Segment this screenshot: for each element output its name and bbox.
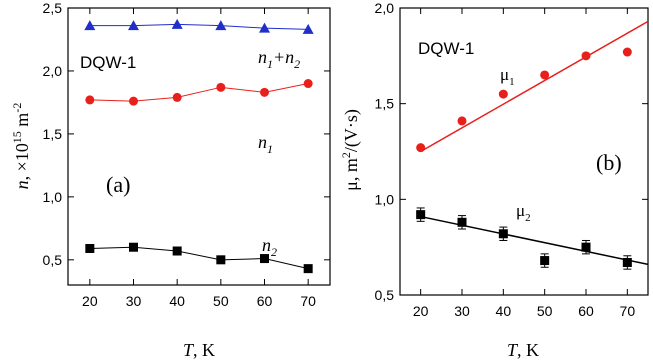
panel-b-letter: (b) <box>596 150 622 175</box>
panel-b-ytick-label-3: 2,0 <box>375 0 395 16</box>
series-label-n1-main: n <box>258 132 267 152</box>
panel-a-xtick-label-0: 20 <box>82 293 98 309</box>
panel-b-xtick-label-2: 40 <box>496 303 512 319</box>
panel-b-series-1-point-2 <box>498 229 508 239</box>
panel-b-ylabel: μ, m2/(V·s) <box>339 109 362 191</box>
panel-a-series-2-point-2 <box>172 246 182 256</box>
panel-a-xtick-label-2: 40 <box>169 293 185 309</box>
panel-a: 0,5 1,0 1,5 2,0 2,5 20 30 40 50 60 70 DQW-1 (a) n… <box>10 0 331 360</box>
series-label-mu1-main: μ <box>500 65 509 84</box>
panel-b-series-0-point-1 <box>457 116 467 126</box>
series-label-mu2-main: μ <box>516 201 525 220</box>
panel-a-ylabel: n, ×1015 m-2 <box>10 103 32 190</box>
panel-b-series-0-point-0 <box>416 143 426 153</box>
panel-a-series-2-point-5 <box>303 264 313 274</box>
panel-a-series-2-line <box>89 246 309 270</box>
panel-b-series-1-point-0 <box>416 210 426 220</box>
panel-a-x-ticks: 20 30 40 50 60 70 <box>82 8 316 309</box>
panel-b-xtick-label-3: 50 <box>537 303 553 319</box>
panel-b-series-0-point-2 <box>498 89 508 99</box>
panel-b-xtick-label-1: 30 <box>454 303 470 319</box>
series-label-mu2-sub: 2 <box>525 212 531 224</box>
panel-a-series-1-point-0 <box>85 95 95 105</box>
panel-b-series-0-point-5 <box>622 47 632 57</box>
panel-a-series-0-point-0 <box>84 20 96 31</box>
panel-b-series-1-point-5 <box>622 257 632 267</box>
panel-a-xtick-label-1: 30 <box>126 293 142 309</box>
series-label-n1: n1 <box>258 132 273 156</box>
panel-b-x-ticks: 20 30 40 50 60 70 <box>413 8 635 319</box>
panel-b-ytick-label-0: 0,5 <box>375 287 395 303</box>
series-label-n1-sub: 1 <box>267 142 273 156</box>
panel-b-series-0-fit-line <box>420 20 649 153</box>
series-label-n2-main: n <box>262 235 271 255</box>
panel-a-sample-label: DQW-1 <box>80 53 136 72</box>
panel-a-series-0-point-2 <box>171 18 183 29</box>
series-label-n1n2-plus: +n <box>273 47 294 67</box>
panel-a-series-0-line <box>89 23 309 30</box>
panel-b-frame <box>399 7 649 296</box>
panel-a-ytick-label-1: 1,0 <box>43 189 63 205</box>
panel-b-series-1-point-4 <box>581 242 591 252</box>
series-label-n2-sub: 2 <box>271 245 277 259</box>
panel-b-y-ticks: 0,5 1,0 1,5 2,0 <box>375 0 648 303</box>
panel-a-xtick-label-3: 50 <box>213 293 229 309</box>
panel-a-xlabel: T, K <box>183 340 215 360</box>
panel-a-series-1-point-4 <box>260 87 269 97</box>
panel-b-marks <box>416 20 649 270</box>
panel-a-frame <box>67 7 331 286</box>
panel-b-series-1-fit-line <box>420 215 649 266</box>
series-label-n1n2-sub1: 1 <box>267 57 273 71</box>
panel-a-marks <box>84 18 314 274</box>
series-label-n2: n2 <box>262 235 277 259</box>
panel-b-series-0-point-3 <box>540 70 550 80</box>
series-label-mu2: μ2 <box>516 201 531 224</box>
panel-b-ytick-label-2: 1,5 <box>375 96 395 112</box>
panel-b-xtick-label-5: 70 <box>620 303 636 319</box>
panel-a-ytick-label-2: 1,5 <box>43 126 63 142</box>
panel-b-sample-label: DQW-1 <box>418 39 474 58</box>
panel-a-series-1-point-1 <box>129 96 138 106</box>
panel-a-series-2-point-0 <box>85 243 95 253</box>
panel-a-series-0-point-4 <box>259 22 270 33</box>
series-label-n1n2-main: n <box>258 47 267 67</box>
panel-b-series-0-point-4 <box>581 51 591 61</box>
panel-a-series-0-point-1 <box>128 20 139 31</box>
panel-a-ytick-label-0: 0,5 <box>43 252 63 268</box>
panel-a-series-2-point-4 <box>260 254 269 264</box>
panel-a-ytick-label-3: 2,0 <box>43 63 63 79</box>
panel-b-ytick-label-1: 1,0 <box>375 191 395 207</box>
panel-a-series-1-point-3 <box>216 82 226 92</box>
panel-a-series-1-line <box>89 83 309 102</box>
panel-b-xtick-label-4: 60 <box>578 303 594 319</box>
panel-a-series-1-point-5 <box>303 79 313 89</box>
panel-b-xlabel: T, K <box>507 340 539 360</box>
series-label-mu1: μ1 <box>500 65 515 88</box>
panel-a-y-ticks: 0,5 1,0 1,5 2,0 2,5 <box>43 0 330 268</box>
panel-b-series-1-point-1 <box>457 217 467 227</box>
panel-a-series-1-point-2 <box>172 92 182 102</box>
series-label-n1n2-sub2: 2 <box>294 57 300 71</box>
panel-b-series-1-point-3 <box>540 256 550 266</box>
panel-a-ytick-label-4: 2,5 <box>43 0 63 16</box>
panel-a-series-0-point-5 <box>302 23 314 34</box>
panel-b: 0,51,01,52,0 20 30 40 50 60 70 DQW-1 (b) μ1 μ… <box>339 0 649 360</box>
series-label-n1n2: n1+n2 <box>258 47 300 71</box>
panel-a-letter: (a) <box>106 172 130 197</box>
series-label-mu1-sub: 1 <box>509 76 515 88</box>
panel-a-series-2-point-3 <box>216 255 226 265</box>
panel-a-xtick-label-4: 60 <box>257 293 273 309</box>
panel-a-series-0-point-3 <box>215 20 227 31</box>
panel-a-xtick-label-5: 70 <box>300 293 316 309</box>
panel-b-xtick-label-0: 20 <box>413 303 429 319</box>
panel-a-series-2-point-1 <box>129 242 138 252</box>
